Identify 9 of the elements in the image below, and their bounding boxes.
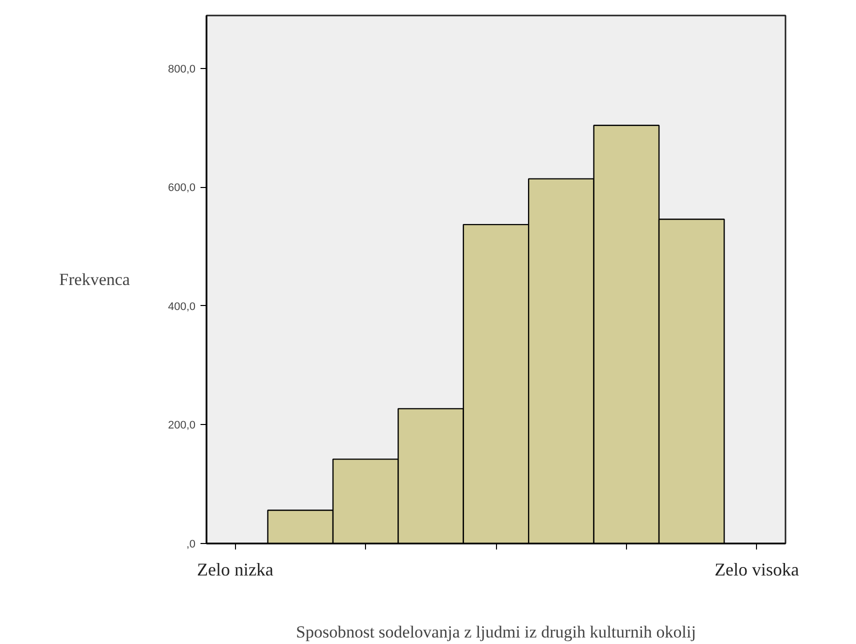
text: Zelo visoka (714, 560, 800, 580)
y-tick-label: ,0 (186, 538, 196, 550)
y-tick-label: 800,0 (168, 63, 196, 76)
x-axis-title: Sposobnost sodelovanja z ljudmi iz drugih kulturnih okolij (296, 622, 696, 642)
y-tick-label: 200,0 (168, 420, 196, 432)
y-tick-label: 600,0 (168, 182, 196, 194)
y-axis-title: Frekvenca (59, 270, 130, 289)
text: Zelo nizka (196, 560, 274, 580)
y-tick-label: 400,0 (168, 300, 196, 313)
